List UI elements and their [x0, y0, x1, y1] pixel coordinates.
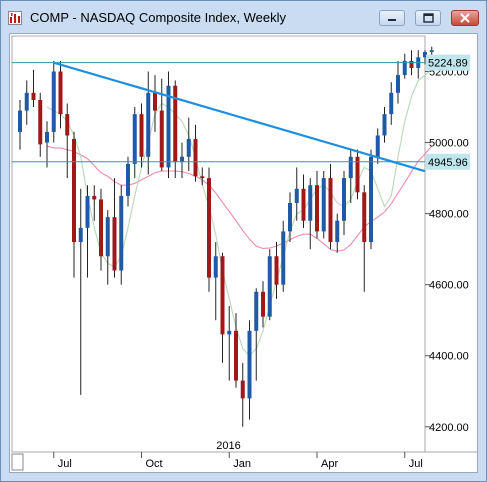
- candle-body: [207, 178, 211, 278]
- candle-body: [321, 178, 326, 232]
- candle-body: [227, 330, 232, 335]
- study-lines-layer[interactable]: [12, 61, 426, 173]
- candle-body: [369, 156, 373, 243]
- candle-body: [348, 156, 353, 179]
- candle-body: [153, 92, 157, 111]
- y-tick-label: 4400.00: [429, 351, 469, 363]
- candle-body: [139, 114, 144, 157]
- candle-body: [396, 75, 400, 93]
- candle-body: [92, 195, 97, 200]
- price-label: 5224.89: [428, 58, 468, 70]
- candle-body: [186, 139, 191, 157]
- candle-body: [112, 217, 117, 271]
- x-tick-label: Jan: [233, 458, 251, 470]
- close-button[interactable]: [451, 10, 479, 26]
- y-tick-label: 4800.00: [429, 209, 469, 221]
- trendline[interactable]: [53, 61, 426, 173]
- window-title: COMP - NASDAQ Composite Index, Weekly: [30, 10, 286, 25]
- candle-body: [335, 220, 340, 243]
- candle-body: [78, 227, 83, 243]
- price-label: 4945.96: [428, 157, 468, 169]
- candle-body: [267, 256, 272, 317]
- moving-average-slow: [46, 145, 433, 252]
- candle-body: [159, 110, 164, 168]
- candle-body: [18, 110, 22, 132]
- candle-body: [31, 92, 36, 100]
- candle-body: [301, 188, 306, 221]
- maximize-icon: [423, 13, 434, 23]
- candle-body: [342, 178, 346, 221]
- candle-body: [355, 156, 360, 193]
- x-tick-label: Oct: [146, 458, 163, 470]
- candle-body: [173, 85, 178, 163]
- candle-body: [234, 330, 238, 381]
- axis-ticks-layer: [53, 71, 430, 458]
- candle-body: [254, 291, 259, 331]
- candle-body: [45, 131, 49, 143]
- minimize-button[interactable]: [379, 10, 405, 26]
- year-label: 2016: [216, 440, 240, 452]
- candle-body: [362, 192, 367, 243]
- candle-body: [274, 256, 279, 285]
- candle-body: [402, 60, 407, 76]
- price-label-box: [426, 153, 470, 170]
- candle-body: [166, 85, 171, 168]
- candle-body: [389, 92, 394, 115]
- candle-body: [375, 135, 380, 157]
- axis-labels-layer: 5200.005000.004800.004600.004400.004200.…: [58, 54, 470, 470]
- y-tick-label: 5000.00: [429, 138, 469, 150]
- candle-body: [315, 185, 319, 232]
- candle-body: [119, 195, 124, 271]
- candle-body: [409, 60, 414, 68]
- candle-body: [105, 217, 110, 257]
- candle-body: [213, 256, 218, 278]
- candle-body: [247, 330, 252, 399]
- moving-average-fast: [46, 69, 433, 357]
- candle-body: [85, 195, 90, 228]
- candle-body: [288, 202, 292, 232]
- candle-body: [261, 291, 265, 317]
- candle-body: [24, 92, 29, 111]
- candle-body: [429, 50, 434, 52]
- candle-body: [51, 71, 56, 132]
- candle-body: [328, 178, 333, 243]
- price-label-box: [426, 54, 470, 71]
- candle-body: [99, 199, 103, 257]
- price-chart[interactable]: 5200.005000.004800.004600.004400.004200.…: [10, 34, 477, 472]
- candle-body: [193, 139, 198, 177]
- chart-area[interactable]: 5200.00 5000.00 4800.00 4600.00 4400.00 4200.…: [9, 33, 478, 473]
- x-tick-label: Jul: [409, 458, 423, 470]
- x-tick-label: Apr: [321, 458, 338, 470]
- close-icon: [460, 13, 470, 23]
- candle-body: [281, 231, 286, 285]
- candle-body: [423, 51, 427, 58]
- candle-body: [126, 163, 130, 196]
- candle-body: [220, 256, 225, 335]
- y-tick-label: 4200.00: [429, 422, 469, 434]
- candle-body: [72, 139, 76, 243]
- candle-body: [180, 156, 184, 163]
- candle-body: [58, 71, 63, 115]
- title-bar[interactable]: COMP - NASDAQ Composite Index, Weekly: [1, 1, 486, 33]
- candle-body: [308, 185, 313, 221]
- y-tick-label: 4600.00: [429, 280, 469, 292]
- candle-body: [38, 99, 43, 145]
- candle-body: [132, 114, 137, 164]
- candle-body: [240, 380, 245, 399]
- candle-body: [294, 188, 299, 203]
- candle-body: [200, 176, 205, 179]
- minimize-icon: [388, 19, 396, 21]
- candles-layer: [18, 46, 434, 427]
- moving-averages-layer: [46, 69, 433, 357]
- maximize-button[interactable]: [415, 10, 441, 26]
- candle-body: [65, 114, 70, 136]
- candle-body: [146, 92, 151, 157]
- candle-body: [382, 114, 387, 136]
- x-tick-label: Jul: [58, 458, 72, 470]
- chart-app-icon: [8, 11, 22, 25]
- scroll-box[interactable]: [11, 453, 24, 471]
